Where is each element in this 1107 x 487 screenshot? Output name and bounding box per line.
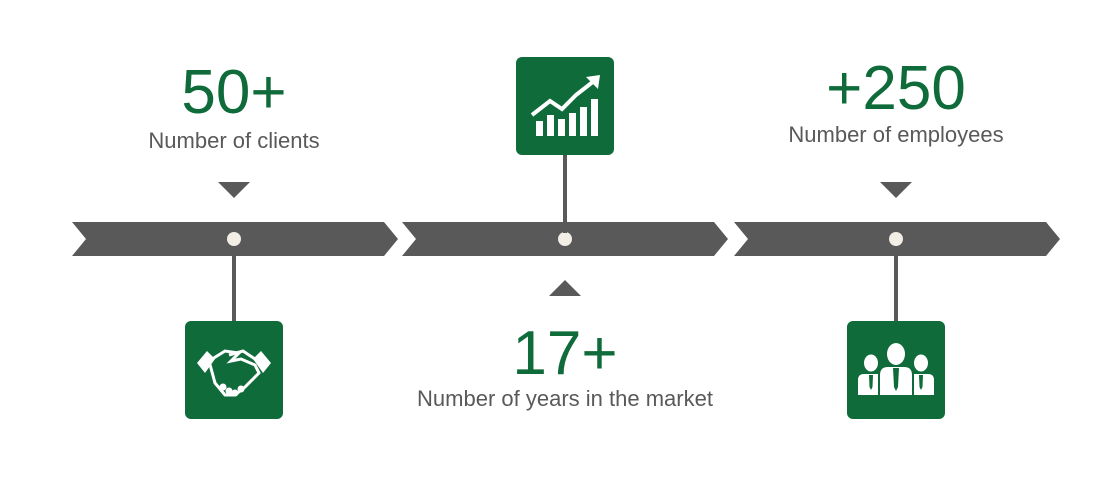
handshake-icon xyxy=(185,321,283,419)
timeline-dot-1 xyxy=(227,232,241,246)
team-icon xyxy=(847,321,945,419)
years-value: 17+ xyxy=(512,319,618,388)
connector-line xyxy=(232,246,236,322)
timeline-dot-3 xyxy=(889,232,903,246)
down-triangle-marker xyxy=(880,182,912,198)
clients-value: 50+ xyxy=(181,58,287,127)
growth-chart-icon xyxy=(516,57,614,155)
clients-label: Number of clients xyxy=(148,128,320,153)
years-label: Number of years in the market xyxy=(417,386,713,411)
employees-value: +250 xyxy=(826,54,966,123)
connector-line xyxy=(563,155,567,233)
connector-line xyxy=(894,246,898,322)
down-triangle-marker xyxy=(218,182,250,198)
up-triangle-marker xyxy=(549,280,581,296)
timeline-dot-2 xyxy=(558,232,572,246)
employees-label: Number of employees xyxy=(788,122,1004,147)
